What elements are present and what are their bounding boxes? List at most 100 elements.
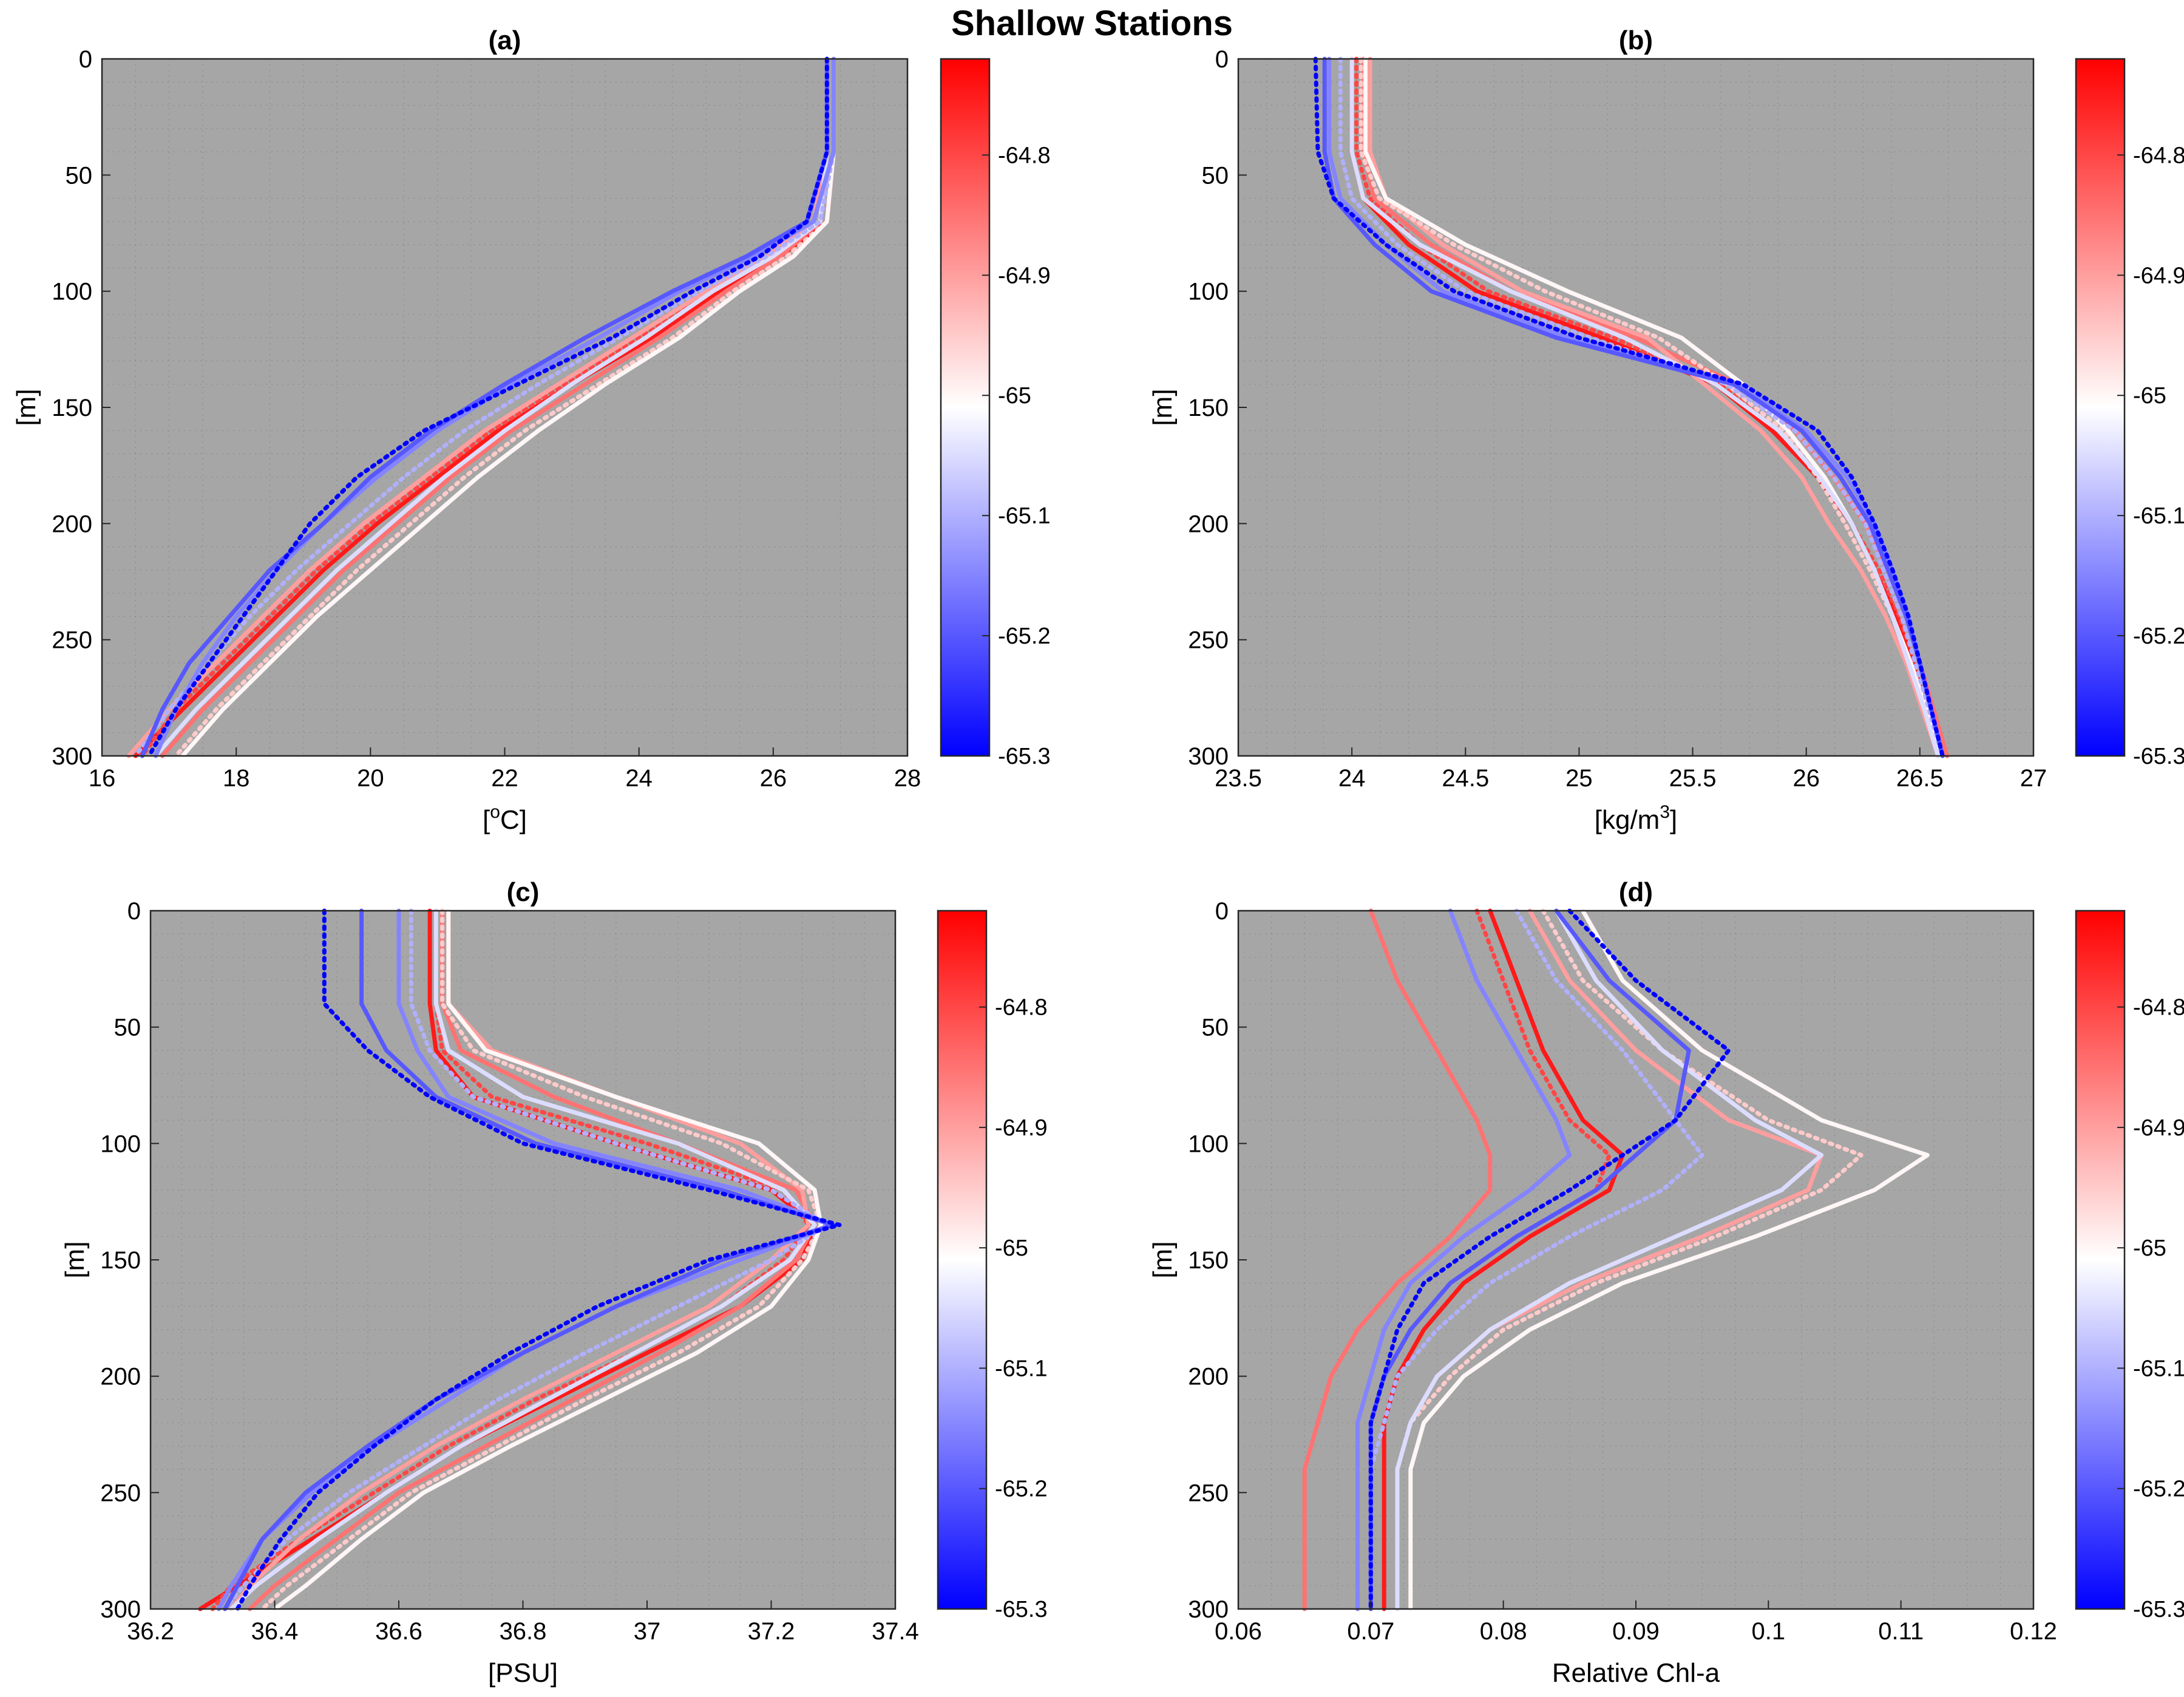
- colorbar-tick-label: -65.1: [998, 503, 1051, 529]
- x-tick-label: 26: [1792, 765, 1820, 792]
- x-tick-label: 36.8: [500, 1618, 547, 1645]
- series-line--64.95: [260, 908, 823, 1611]
- series-line--65.3: [235, 908, 842, 1611]
- colorbar-tick-label: -65.2: [2133, 1477, 2184, 1502]
- colorbar-gradient: [2075, 910, 2126, 1610]
- colorbar-tick-label: -65.1: [2133, 503, 2184, 529]
- x-tick-label: 36.4: [251, 1618, 299, 1645]
- x-tick-label: 16: [89, 765, 116, 792]
- x-axis-label-main: Relative Chl-a: [1552, 1658, 1720, 1688]
- y-tick-label: 0: [127, 898, 141, 925]
- x-tick-label: 0.08: [1480, 1618, 1527, 1645]
- series-line--65.3: [1313, 56, 1945, 758]
- x-axis-label-main: [kg/m: [1595, 805, 1660, 835]
- series-group: [198, 908, 842, 1611]
- series-line--65.15: [217, 908, 836, 1611]
- x-tick-label: 22: [491, 765, 518, 792]
- y-tick-label: 100: [52, 279, 92, 305]
- series-line--65.05: [229, 908, 817, 1611]
- panel-title: (a): [489, 26, 521, 55]
- series-line--65.1: [1338, 56, 1945, 758]
- series-line--65.2: [140, 56, 829, 758]
- y-tick-label: 150: [1188, 395, 1229, 421]
- y-tick-label: 50: [114, 1015, 141, 1041]
- series-line--64.85: [248, 908, 817, 1611]
- colorbar-tick-label: -65.3: [995, 1597, 1048, 1622]
- x-tick-label: 0.07: [1347, 1618, 1394, 1645]
- colorbar-tick-label: -65: [2133, 1236, 2166, 1261]
- series-line--64.75: [1382, 908, 1625, 1611]
- x-tick-label: 0.09: [1612, 1618, 1660, 1645]
- x-tick-label: 36.6: [375, 1618, 422, 1645]
- series-line--64.9: [126, 56, 829, 758]
- series-line--65.3: [146, 56, 829, 758]
- panel-a: 16 18 20 22 24 26 28 0 50 100 150 200 250 300 (a) [m] [o…: [12, 26, 1051, 835]
- series-line--64.85: [1302, 908, 1493, 1611]
- panels: 16 18 20 22 24 26 28050100150200250300(a)[m][o…: [12, 26, 2184, 1688]
- y-tick-label: 100: [1188, 279, 1229, 305]
- x-tick-label: 0.12: [2010, 1618, 2057, 1645]
- y-axis-label: [m]: [1148, 389, 1178, 426]
- y-tick-label: 100: [1188, 1131, 1229, 1157]
- y-tick-label: 200: [1188, 1364, 1229, 1390]
- x-axis-label-end: C]: [500, 805, 527, 835]
- series-line--65.1: [223, 908, 829, 1611]
- series-line--65.0: [1408, 908, 1930, 1611]
- colorbar-tick-label: -65.1: [2133, 1356, 2184, 1381]
- x-tick-label: 26.5: [1896, 765, 1944, 792]
- y-tick-label: 200: [100, 1364, 141, 1390]
- x-tick-label: 20: [357, 765, 384, 792]
- y-tick-label: 0: [1215, 46, 1229, 73]
- x-axis-label: [kg/m3]: [1595, 802, 1678, 835]
- x-tick-label: 26: [760, 765, 787, 792]
- x-tick-label: 23.5: [1215, 765, 1262, 792]
- panel-d: 0.06 0.07 0.08 0.09 0.1 0.11 0.12 0 50 100 150 200 2…: [1148, 877, 2184, 1688]
- x-axis-label-end: ]: [1670, 805, 1677, 835]
- y-tick-label: 50: [66, 162, 93, 189]
- x-tick-label: 18: [223, 765, 250, 792]
- x-tick-label: 37.4: [872, 1618, 919, 1645]
- y-axis-label: [m]: [60, 1241, 90, 1278]
- x-axis-label-main: [: [483, 805, 490, 835]
- colorbar-tick-label: -65.3: [998, 744, 1051, 769]
- colorbar-tick-label: -64.8: [2133, 143, 2184, 168]
- colorbar-tick-label: -64.9: [2133, 1115, 2184, 1141]
- y-axis-label: [m]: [12, 389, 41, 426]
- y-tick-label: 200: [52, 511, 92, 537]
- x-axis-label: Relative Chl-a: [1552, 1658, 1720, 1688]
- x-tick-label: 24: [625, 765, 653, 792]
- x-tick-label: 0.1: [1752, 1618, 1786, 1645]
- panel-title: (c): [507, 877, 540, 907]
- x-tick-label: 25: [1565, 765, 1593, 792]
- colorbar-tick-label: -64.9: [998, 263, 1051, 288]
- panel-title: (d): [1619, 877, 1653, 907]
- y-tick-label: 100: [100, 1131, 141, 1157]
- colorbar-tick-label: -64.9: [2133, 263, 2184, 288]
- y-tick-label: 150: [100, 1247, 141, 1274]
- x-axis-label-main: [PSU]: [488, 1658, 558, 1688]
- series-line--65.15: [1355, 908, 1572, 1611]
- x-tick-label: 0.11: [1878, 1618, 1924, 1645]
- colorbar-tick-label: -64.9: [995, 1115, 1048, 1141]
- y-tick-label: 250: [1188, 1480, 1229, 1506]
- colorbar-tick-label: -65.2: [995, 1477, 1048, 1502]
- y-tick-label: 250: [52, 627, 92, 654]
- x-tick-label: 27: [2020, 765, 2047, 792]
- x-tick-label: 36.2: [127, 1618, 174, 1645]
- y-tick-label: 0: [79, 46, 92, 73]
- colorbar-tick-label: -65: [995, 1236, 1028, 1261]
- series-line--65.0: [180, 56, 836, 758]
- colorbar: -64.8 -64.9 -65 -65.1 -65.2 -65.3: [2075, 58, 2184, 769]
- panel-title: (b): [1619, 26, 1653, 55]
- colorbar-tick-label: -65: [998, 383, 1031, 409]
- series-line--65.3: [1368, 908, 1731, 1611]
- colorbar: -64.8 -64.9 -65 -65.1 -65.2 -65.3: [937, 910, 1048, 1622]
- x-tick-label: 25.5: [1669, 765, 1717, 792]
- series-line--65.05: [1395, 908, 1824, 1611]
- panel-b: 23.5 24 24.5 25 25.5 26 26.5 27 0 50 100 150 200 250 3…: [1148, 26, 2184, 835]
- colorbar-tick-label: -65.2: [998, 624, 1051, 649]
- series-group: [1302, 908, 1930, 1611]
- x-tick-label: 24.5: [1442, 765, 1489, 792]
- x-tick-label: 28: [894, 765, 921, 792]
